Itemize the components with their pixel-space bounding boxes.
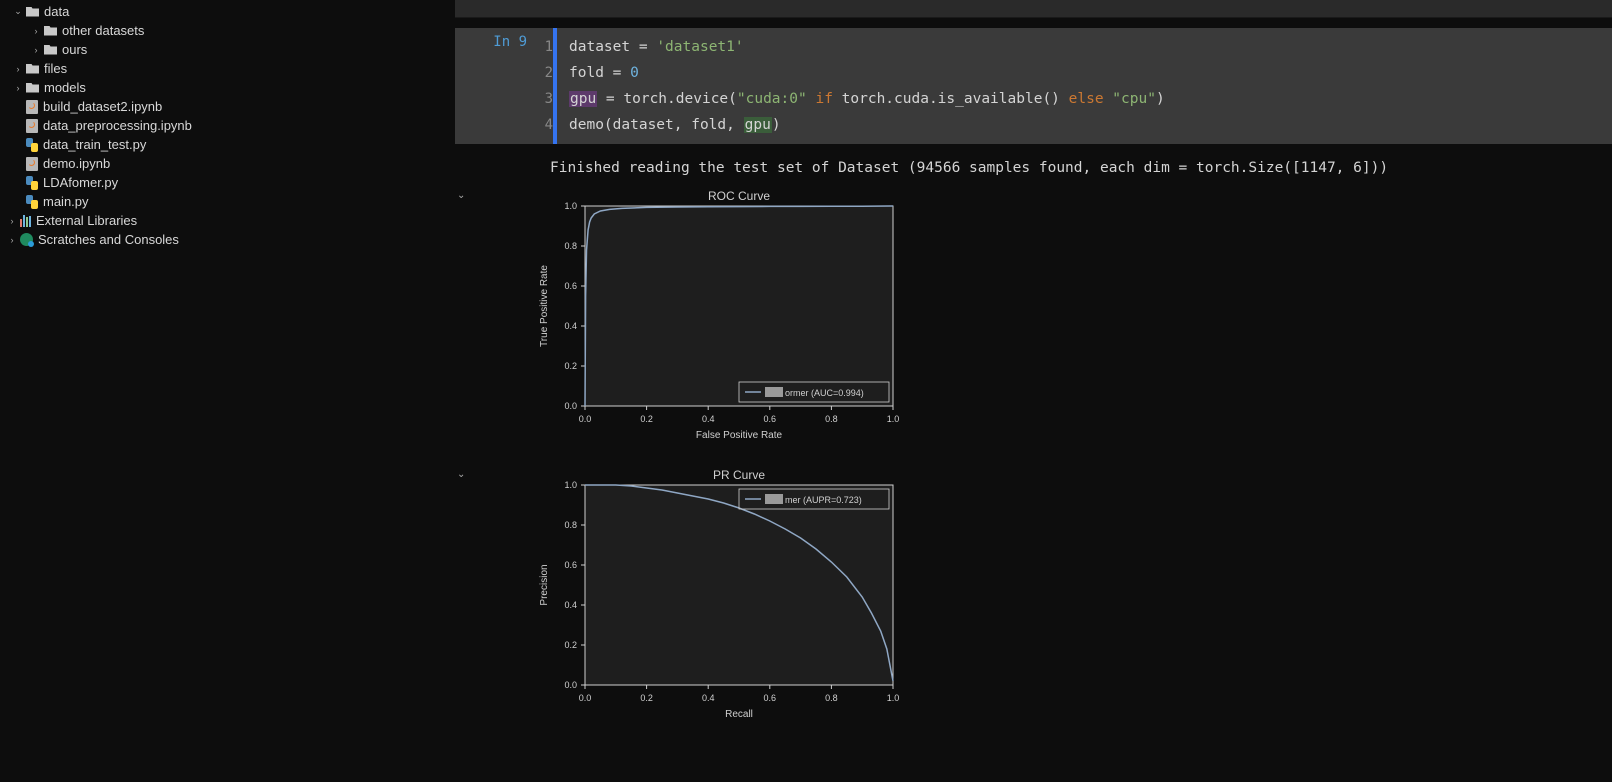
tree-label: main.py [43,194,89,209]
svg-text:0.4: 0.4 [702,693,715,703]
svg-text:0.6: 0.6 [764,693,777,703]
tree-label: demo.ipynb [43,156,110,171]
tree-file-ldafomer[interactable]: LDAfomer.py [0,173,455,192]
folder-icon [44,26,57,36]
tree-label: data_train_test.py [43,137,146,152]
svg-text:Recall: Recall [725,709,753,720]
editor-topbar [455,0,1612,18]
tree-folder-ours[interactable]: › ours [0,40,455,59]
tree-label: LDAfomer.py [43,175,118,190]
tree-folder-models[interactable]: › models [0,78,455,97]
chevron-down-icon[interactable]: ⌄ [455,186,475,447]
tree-folder-other-datasets[interactable]: › other datasets [0,21,455,40]
tree-label: Scratches and Consoles [38,232,179,247]
folder-icon [44,45,57,55]
svg-text:True Positive Rate: True Positive Rate [539,265,550,347]
svg-text:PR Curve: PR Curve [713,468,765,482]
svg-text:0.2: 0.2 [640,414,653,424]
svg-text:0.6: 0.6 [564,281,577,291]
tree-folder-data[interactable]: ⌄ data [0,2,455,21]
svg-text:0.0: 0.0 [564,401,577,411]
chevron-right-icon: › [10,83,26,93]
svg-text:0.6: 0.6 [564,560,577,570]
svg-text:1.0: 1.0 [887,414,900,424]
tree-file-data-preprocessing[interactable]: data_preprocessing.ipynb [0,116,455,135]
tree-label: files [44,61,67,76]
tree-file-build-dataset2[interactable]: build_dataset2.ipynb [0,97,455,116]
scratch-icon [20,233,33,246]
svg-text:ormer (AUC=0.994): ormer (AUC=0.994) [785,388,864,398]
chevron-down-icon[interactable]: ⌄ [455,465,475,726]
jupyter-icon [26,157,38,171]
folder-icon [26,7,39,17]
tree-scratches[interactable]: › Scratches and Consoles [0,230,455,249]
chevron-down-icon: ⌄ [10,6,26,17]
svg-text:0.8: 0.8 [564,520,577,530]
chevron-right-icon: › [10,64,26,74]
folder-icon [26,64,39,74]
line-numbers: 1234 [535,28,553,144]
svg-text:0.4: 0.4 [564,321,577,331]
tree-label: data_preprocessing.ipynb [43,118,192,133]
cell-prompt: In 9 [455,28,535,144]
tree-label: External Libraries [36,213,137,228]
cell-output-text: Finished reading the test set of Dataset… [455,144,1612,176]
tree-label: other datasets [62,23,144,38]
tree-file-data-train-test[interactable]: data_train_test.py [0,135,455,154]
svg-text:0.2: 0.2 [564,361,577,371]
code-editor[interactable]: dataset = 'dataset1' fold = 0 gpu = torc… [557,28,1612,144]
project-tree: ⌄ data › other datasets › ours › files ›… [0,0,455,782]
svg-text:0.6: 0.6 [764,414,777,424]
folder-icon [26,83,39,93]
svg-text:0.0: 0.0 [564,680,577,690]
jupyter-icon [26,100,38,114]
roc-curve-chart: 0.0 0.2 0.4 0.6 0.8 1.0 0.0 0.2 0.4 0.6 0.8 1.0 Fals… [533,186,903,444]
tree-folder-files[interactable]: › files [0,59,455,78]
tree-file-demo[interactable]: demo.ipynb [0,154,455,173]
svg-text:0.8: 0.8 [825,693,838,703]
python-icon [26,138,38,152]
svg-text:mer (AUPR=0.723): mer (AUPR=0.723) [785,495,862,505]
library-icon [20,215,31,227]
svg-text:ROC Curve: ROC Curve [708,189,770,203]
python-icon [26,195,38,209]
svg-text:Precision: Precision [539,564,550,605]
tree-label: build_dataset2.ipynb [43,99,162,114]
chevron-right-icon: › [4,216,20,226]
svg-text:1.0: 1.0 [887,693,900,703]
tree-file-main[interactable]: main.py [0,192,455,211]
editor-area: In 9 1234 dataset = 'dataset1' fold = 0 … [455,0,1612,782]
python-icon [26,176,38,190]
tree-external-libraries[interactable]: › External Libraries [0,211,455,230]
svg-text:1.0: 1.0 [564,201,577,211]
svg-text:0.2: 0.2 [640,693,653,703]
svg-text:0.8: 0.8 [825,414,838,424]
chevron-right-icon: › [4,235,20,245]
svg-text:0.0: 0.0 [579,414,592,424]
svg-text:False Positive Rate: False Positive Rate [696,430,783,441]
roc-chart-block: ⌄ 0.0 0.2 0.4 0.6 0.8 1.0 0.0 0.2 0.4 0.6 0.8 1.0 Fa… [455,186,1612,447]
svg-text:0.0: 0.0 [579,693,592,703]
pr-chart-block: ⌄ 0.0 0.2 0.4 0.6 0.8 1.0 0.0 0.2 0.4 0.6 0.8 1.0 Re… [455,465,1612,726]
svg-text:0.4: 0.4 [702,414,715,424]
tree-label: models [44,80,86,95]
chevron-right-icon: › [28,26,44,36]
tree-label: data [44,4,69,19]
svg-text:0.4: 0.4 [564,600,577,610]
svg-text:0.8: 0.8 [564,241,577,251]
jupyter-icon [26,119,38,133]
pr-curve-chart: 0.0 0.2 0.4 0.6 0.8 1.0 0.0 0.2 0.4 0.6 0.8 1.0 Reca… [533,465,903,723]
chevron-right-icon: › [28,45,44,55]
code-cell[interactable]: In 9 1234 dataset = 'dataset1' fold = 0 … [455,28,1612,144]
svg-text:0.2: 0.2 [564,640,577,650]
svg-text:1.0: 1.0 [564,480,577,490]
tree-label: ours [62,42,87,57]
